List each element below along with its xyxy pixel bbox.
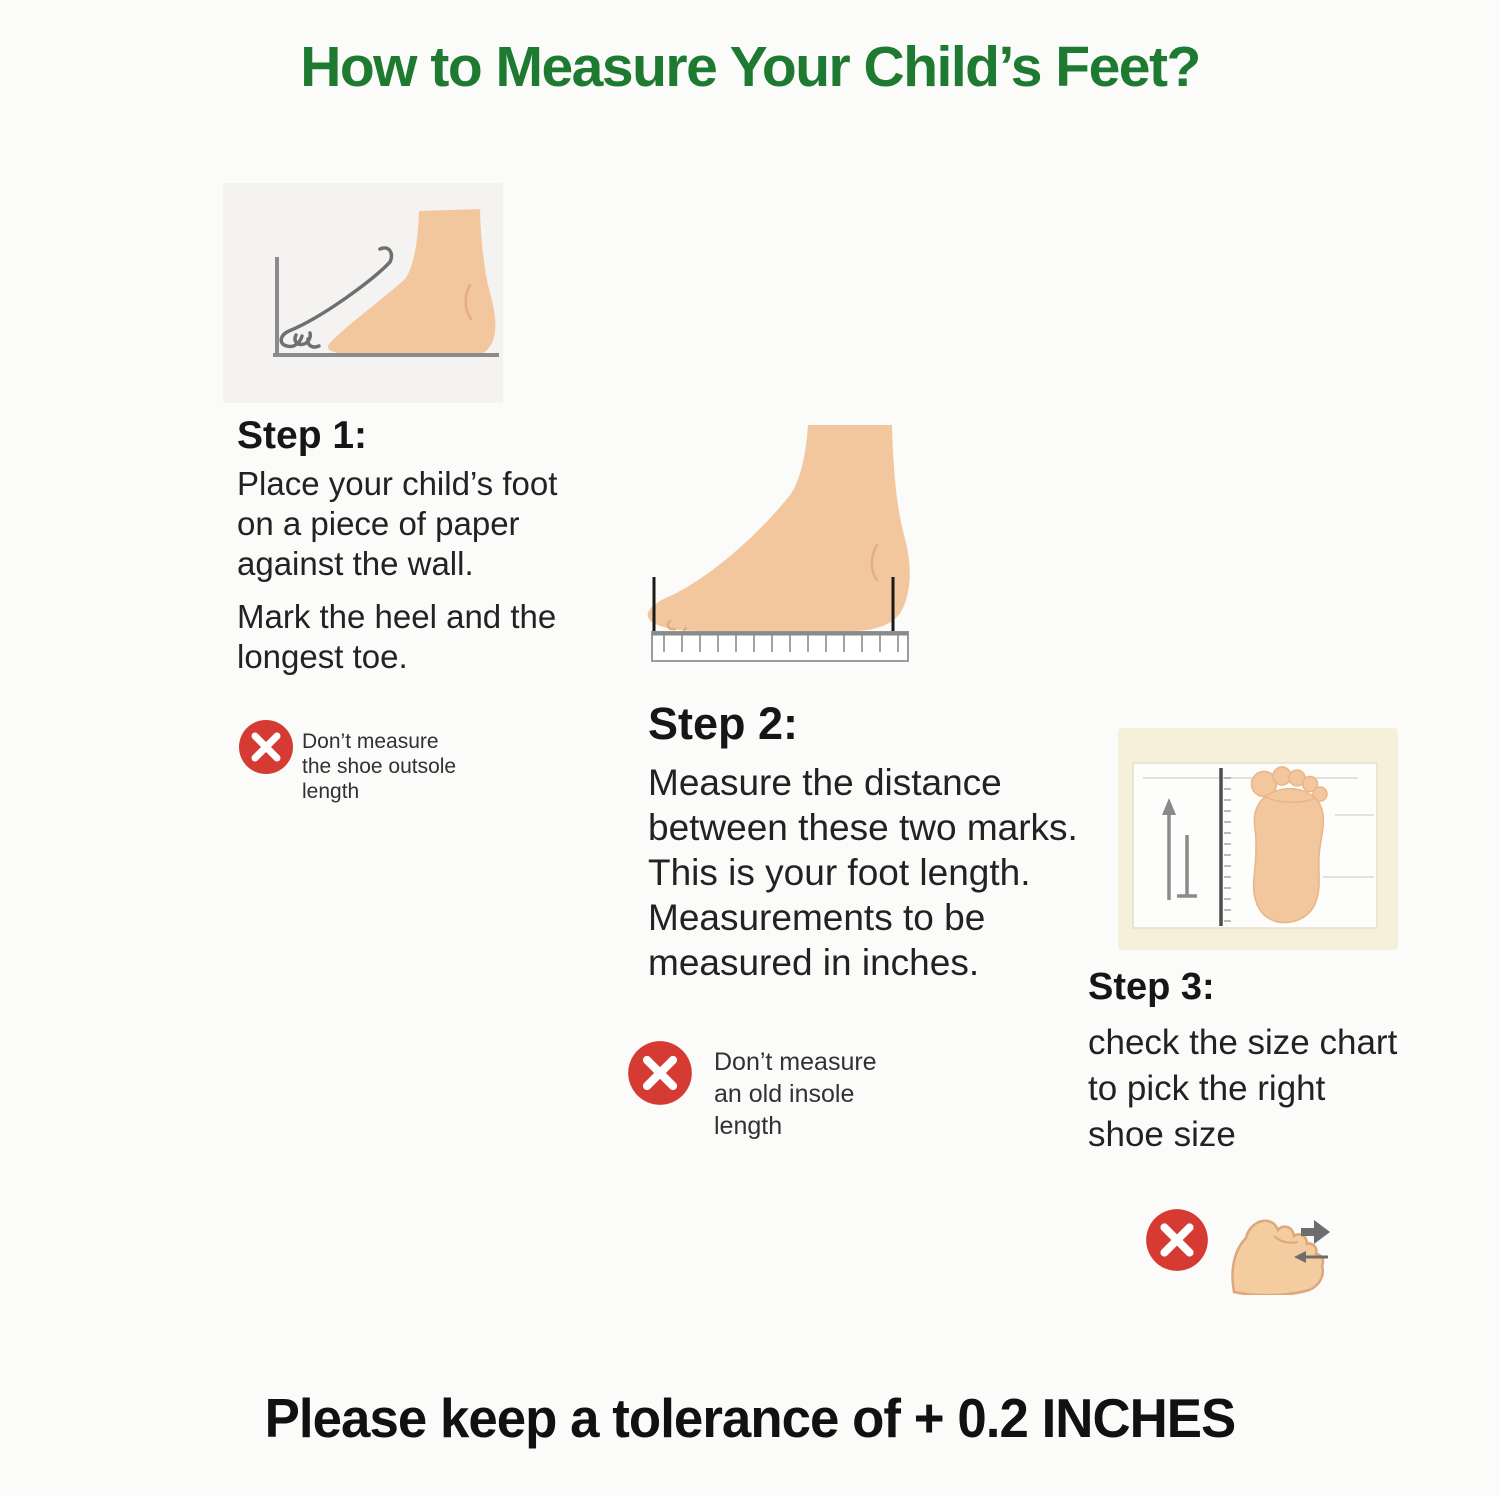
page-title: How to Measure Your Child’s Feet? (300, 35, 1201, 99)
step-1-text-line: on a piece of paper (237, 505, 520, 542)
foot-on-ruler-illustration (640, 425, 925, 670)
step-3-text-line: to pick the right (1088, 1069, 1326, 1108)
step-3-text: check the size chart to pick the right s… (1088, 1020, 1428, 1158)
foot-against-wall-illustration (273, 209, 499, 357)
tolerance-note: Please keep a tolerance of + 0.2 INCHES (264, 1387, 1237, 1449)
x-icon (1145, 1208, 1209, 1272)
x-icon (627, 1040, 693, 1106)
step-3-heading: Step 3: (1088, 966, 1215, 1008)
foot-side-shape (647, 425, 910, 631)
step-2-text-line: between these two marks. (648, 807, 1078, 848)
step-3-illustration-card (1118, 728, 1398, 950)
ruler-shape (651, 631, 909, 662)
step-3-text-line: check the size chart (1088, 1023, 1398, 1062)
foot-sole-shape (1250, 766, 1328, 924)
toes-arrow-illustration (1222, 1200, 1332, 1295)
step-2-text: Measure the distance between these two m… (648, 760, 1108, 985)
wall-floor-lines (273, 257, 499, 357)
step-2-text-line: Measurements to be (648, 897, 986, 938)
step-3-text-line: shoe size (1088, 1115, 1236, 1154)
arrow-up-icon (1162, 798, 1197, 900)
step-1-text-line: Place your child’s foot (237, 465, 558, 502)
x-icon (238, 719, 294, 775)
step-1-text-line: against the wall. (237, 545, 474, 582)
step-1-warning-text: Don’t measure the shoe outsole length (302, 730, 457, 803)
step-1-heading: Step 1: (237, 414, 368, 457)
step-2-heading: Step 2: (648, 698, 799, 749)
step-2-text-line: Measure the distance (648, 762, 1002, 803)
toes-shape (1231, 1219, 1325, 1295)
step-1-text: Place your child’s foot on a piece of pa… (237, 464, 567, 677)
foot-outline-shape (279, 246, 394, 349)
foot-side-shape (327, 209, 496, 357)
arrow-right-icon (1294, 1220, 1330, 1263)
step-1-text-line: longest toe. (237, 638, 408, 675)
step-2-text-line: This is your foot length. (648, 852, 1031, 893)
step-2-text-line: measured in inches. (648, 942, 980, 983)
foot-sole-chart-illustration (1118, 728, 1398, 950)
step-2-warning-text: Don’t measure an old insole length (714, 1048, 877, 1140)
step-1-text-line: Mark the heel and the (237, 598, 557, 635)
measurement-marks (652, 577, 895, 631)
step-1-illustration-card (223, 183, 503, 403)
